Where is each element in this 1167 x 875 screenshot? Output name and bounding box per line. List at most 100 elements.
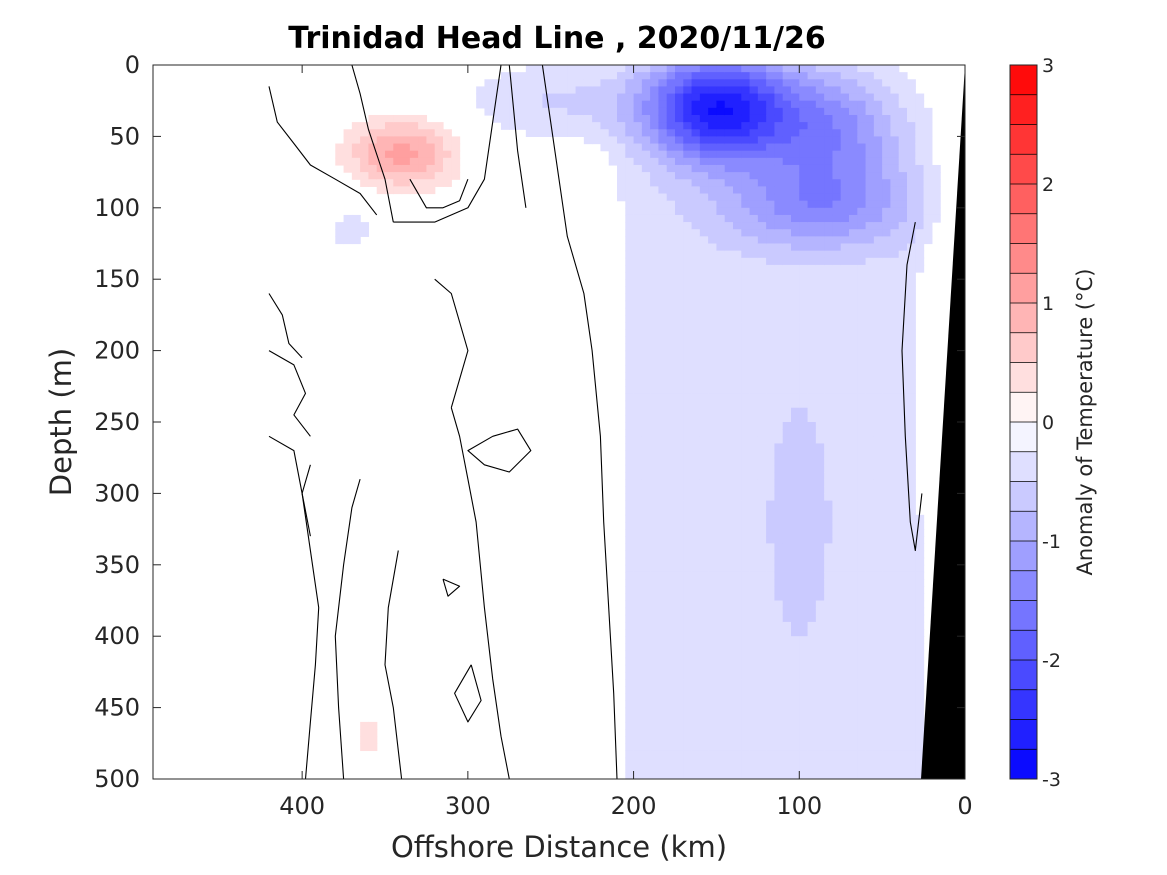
anomaly-cell [815,700,825,709]
anomaly-cell [865,193,875,202]
anomaly-cell [542,86,552,95]
anomaly-cell [815,707,825,716]
anomaly-cell [741,693,751,702]
anomaly-cell [882,600,892,609]
anomaly-cell [534,93,544,102]
anomaly-cell [733,250,742,259]
anomaly-cell [890,129,900,137]
anomaly-cell [385,150,394,159]
anomaly-cell [666,543,676,552]
anomaly-cell [865,357,875,366]
anomaly-cell [708,214,718,223]
anomaly-cell [675,636,684,644]
anomaly-cell [799,600,809,609]
anomaly-cell [766,86,776,95]
anomaly-cell [658,322,668,330]
anomaly-cell [832,450,842,459]
anomaly-cell [699,186,709,195]
anomaly-cell [815,664,825,673]
zero-contour [268,293,303,359]
anomaly-cell [633,272,643,280]
anomaly-cell [873,207,883,216]
anomaly-cell [791,300,800,309]
anomaly-cell [832,586,842,594]
anomaly-cell [782,207,792,216]
anomaly-cell [633,471,643,480]
anomaly-cell [849,714,858,723]
anomaly-cell [840,621,850,630]
x-tick-label: 0 [957,792,972,820]
anomaly-cell [733,543,742,552]
anomaly-cell [658,650,668,659]
anomaly-cell [873,764,883,773]
anomaly-cell [815,757,825,766]
anomaly-cell [724,107,734,116]
anomaly-cell [708,386,718,395]
anomaly-cell [641,693,651,702]
anomaly-cell [849,693,858,702]
anomaly-cell [724,136,734,145]
anomaly-cell [666,200,676,209]
anomaly-cell [757,429,767,437]
anomaly-cell [724,300,734,309]
anomaly-cell [749,65,759,73]
anomaly-cell [824,300,834,309]
anomaly-cell [791,207,800,216]
anomaly-cell [882,286,892,295]
anomaly-cell [824,607,834,616]
anomaly-cell [368,136,378,145]
anomaly-cell [832,350,842,359]
anomaly-cell [890,379,900,387]
anomaly-cell [749,343,759,352]
anomaly-cell [840,72,850,80]
anomaly-cell [873,336,883,345]
anomaly-cell [915,157,925,166]
anomaly-cell [907,743,916,752]
anomaly-cell [699,300,709,309]
anomaly-cell [741,157,751,166]
anomaly-cell [625,386,635,395]
anomaly-cell [749,300,759,309]
anomaly-cell [658,436,668,445]
anomaly-cell [873,736,883,744]
anomaly-cell [683,429,693,437]
anomaly-cell [517,114,527,123]
anomaly-cell [625,293,635,302]
anomaly-cell [931,186,941,195]
anomaly-cell [824,571,834,580]
anomaly-cell [757,514,767,523]
anomaly-cell [782,750,792,759]
anomaly-cell [882,679,892,687]
anomaly-cell [691,200,701,209]
anomaly-cell [807,214,817,223]
anomaly-cell [360,736,370,744]
anomaly-cell [691,550,701,559]
anomaly-cell [641,386,651,395]
anomaly-cell [840,493,850,502]
anomaly-cell [807,207,817,216]
anomaly-cell [716,279,726,287]
anomaly-cell [774,400,784,409]
anomaly-cell [832,200,842,209]
anomaly-cell [815,243,825,252]
anomaly-cell [791,557,800,566]
anomaly-cell [675,471,684,480]
anomaly-cell [857,336,867,345]
anomaly-cell [401,129,411,137]
anomaly-cell [915,607,925,616]
anomaly-cell [658,179,668,187]
anomaly-cell [741,429,751,437]
anomaly-cell [716,464,726,473]
anomaly-cell [650,450,660,459]
anomaly-cell [675,207,684,216]
anomaly-cell [898,136,908,145]
anomaly-cell [824,364,834,373]
anomaly-cell [733,671,742,680]
anomaly-cell [907,750,916,759]
anomaly-cell [666,621,676,630]
anomaly-cell [741,521,751,530]
anomaly-cell [774,250,784,259]
anomaly-cell [849,214,858,223]
anomaly-cell [782,136,792,145]
anomaly-cell [550,65,560,73]
